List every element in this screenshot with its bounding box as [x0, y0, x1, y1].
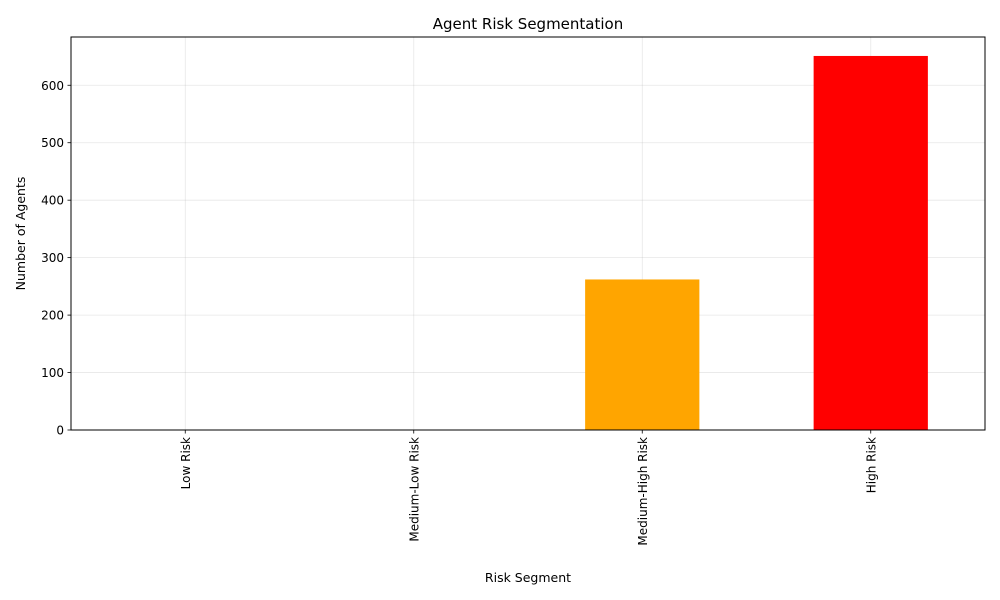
y-axis-label: Number of Agents	[13, 177, 28, 291]
x-axis-label: Risk Segment	[485, 570, 571, 585]
x-tick-label: Medium-Low Risk	[407, 437, 421, 542]
y-tick-label: 0	[56, 424, 64, 438]
bar-high-risk	[813, 55, 928, 431]
chart-title: Agent Risk Segmentation	[433, 15, 623, 33]
y-tick-label: 600	[41, 79, 64, 93]
x-tick-label: Medium-High Risk	[636, 437, 650, 546]
y-tick-label: 100	[41, 366, 64, 380]
bars	[585, 55, 928, 431]
x-axis: Low Risk Medium-Low Risk Medium-High Risk H…	[179, 430, 878, 546]
x-tick-label: Low Risk	[179, 437, 193, 489]
bar-medium-high-risk	[585, 279, 700, 430]
y-tick-label: 400	[41, 194, 64, 208]
y-tick-label: 200	[41, 309, 64, 323]
x-tick-label: High Risk	[864, 437, 878, 493]
y-axis: 0 100 200 300 400 500 600	[41, 79, 71, 438]
y-tick-label: 300	[41, 251, 64, 265]
plot-frame	[70, 36, 986, 431]
y-tick-label: 500	[41, 136, 64, 150]
